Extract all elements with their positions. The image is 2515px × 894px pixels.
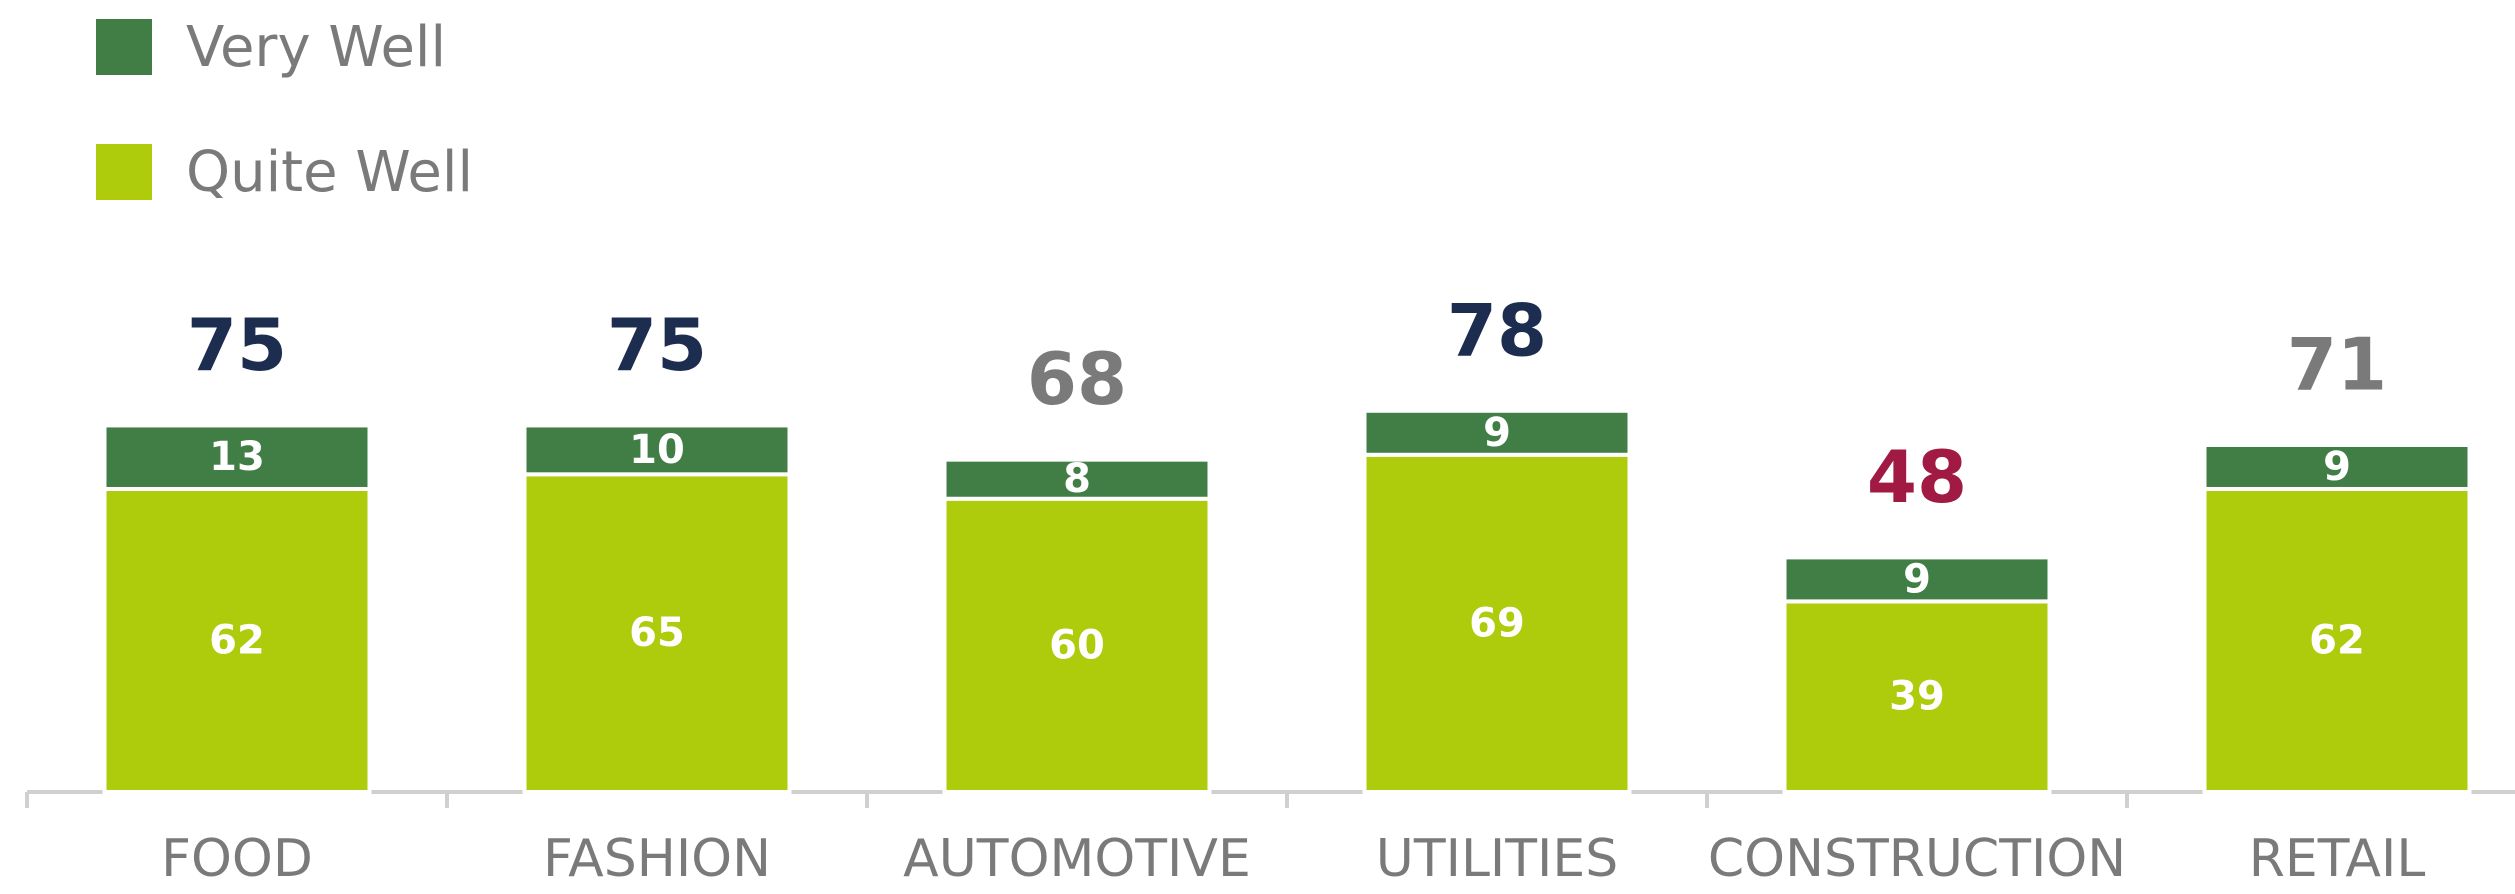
legend-label: Very Well	[186, 15, 446, 80]
bar-segment	[942, 496, 1212, 794]
value-label: 62	[209, 617, 265, 663]
x-tick-label: RETAIL	[2249, 829, 2426, 889]
total-label: 68	[1027, 337, 1127, 421]
total-label: 75	[187, 303, 287, 387]
legend-label: Quite Well	[186, 140, 473, 205]
x-tick-label: AUTOMOTIVE	[903, 829, 1251, 889]
legend-swatch	[96, 144, 152, 200]
value-label: 62	[2309, 617, 2365, 663]
bar-segment	[1362, 452, 1632, 794]
bar-segment	[1782, 599, 2052, 795]
total-label: 48	[1867, 435, 1967, 519]
bar-segment	[942, 457, 1212, 501]
value-label: 13	[209, 434, 265, 480]
value-label: 69	[1469, 600, 1525, 646]
value-label: 9	[1483, 410, 1511, 456]
value-label: 10	[629, 427, 685, 473]
x-tick-label: FASHION	[543, 829, 771, 889]
bar-segment	[102, 486, 372, 794]
x-tick-label: FOOD	[161, 829, 313, 889]
value-label: 60	[1049, 622, 1105, 668]
value-label: 9	[1903, 556, 1931, 602]
value-label: 39	[1889, 674, 1945, 720]
bar-segment	[2202, 442, 2472, 491]
legend-swatch	[96, 19, 152, 75]
total-label: 71	[2287, 323, 2387, 407]
x-tick-label: CONSTRUCTION	[1708, 829, 2126, 889]
bar-segment	[2202, 486, 2472, 794]
bar-segment	[1362, 408, 1632, 457]
bar-segment	[1782, 555, 2052, 604]
value-label: 8	[1063, 456, 1091, 502]
bar-segment	[522, 472, 792, 794]
total-label: 75	[607, 303, 707, 387]
x-tick-label: UTILITIES	[1376, 829, 1618, 889]
value-label: 65	[629, 610, 685, 656]
total-label: 78	[1447, 288, 1547, 372]
bar-segment	[102, 423, 372, 491]
bar-segment	[522, 423, 792, 477]
value-label: 9	[2323, 444, 2351, 490]
